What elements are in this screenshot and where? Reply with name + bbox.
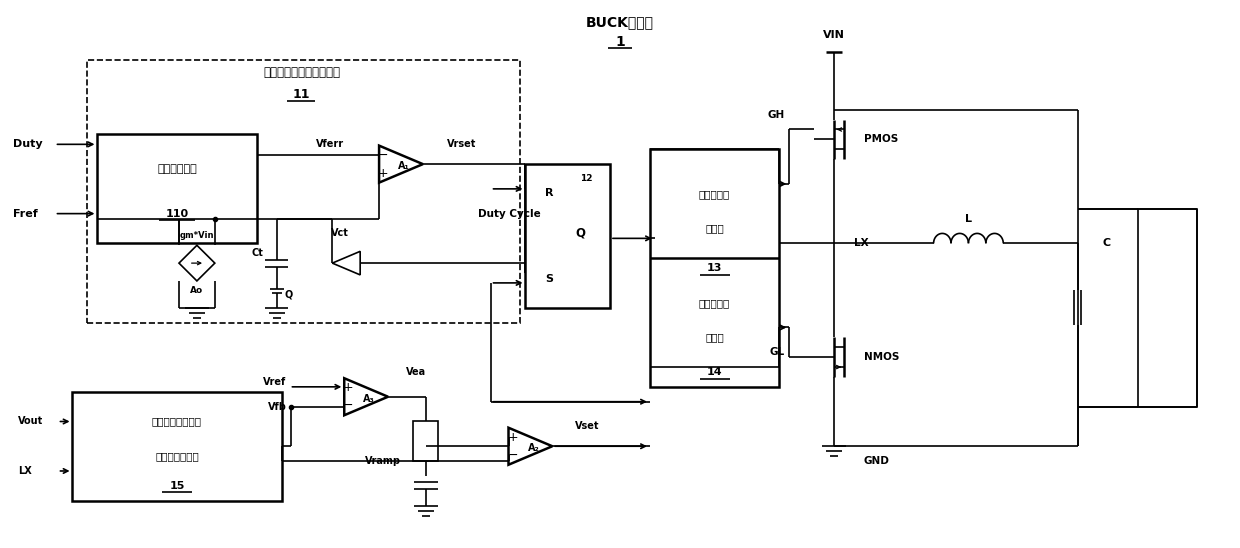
Text: −: − [507,449,518,461]
Text: 动电路: 动电路 [706,332,724,342]
Text: A₁: A₁ [398,161,410,171]
Text: +: + [378,167,388,180]
Text: 15: 15 [170,481,185,491]
Bar [72,392,281,501]
Text: Ao: Ao [191,286,203,295]
Bar [1137,209,1198,407]
Text: Vset: Vset [575,421,600,431]
Text: Vref: Vref [263,377,286,387]
Text: 12: 12 [580,174,593,183]
Text: NMOS: NMOS [864,352,899,362]
Bar [413,421,438,461]
Text: 步锯齿产生电路: 步锯齿产生电路 [155,451,198,461]
Text: Vea: Vea [405,367,427,377]
Text: S: S [546,274,553,284]
Text: −: − [343,399,353,412]
Text: 110: 110 [165,209,188,219]
Bar [526,164,610,307]
Text: A₃: A₃ [363,393,374,404]
Text: 锁频控制电路: 锁频控制电路 [157,164,197,174]
Text: Duty: Duty [12,139,42,149]
Text: Vct: Vct [331,229,350,238]
Text: Vferr: Vferr [316,139,345,149]
Text: Ct: Ct [252,248,264,258]
Text: Q: Q [575,226,585,239]
Text: Q: Q [284,290,293,300]
Text: 功率开关驱: 功率开关驱 [699,298,730,308]
Text: VIN: VIN [823,31,844,41]
Text: R: R [544,188,553,198]
Text: GND: GND [864,456,890,466]
Text: −: − [378,149,388,162]
Text: PMOS: PMOS [864,134,898,144]
Text: GL: GL [769,347,784,357]
Bar [650,149,779,387]
Text: LX: LX [17,466,31,476]
Text: 1: 1 [615,36,625,49]
Text: Duty Cycle: Duty Cycle [477,209,541,219]
Text: 14: 14 [707,367,723,377]
Text: 闭环控制逻: 闭环控制逻 [699,189,730,199]
Bar [87,60,521,323]
Text: +: + [507,431,518,444]
Text: A₂: A₂ [527,443,539,453]
Text: Vramp: Vramp [365,456,401,466]
Text: C: C [1102,238,1111,248]
Text: Vfb: Vfb [268,402,286,412]
Text: +: + [343,381,353,395]
Text: Vout: Vout [17,416,43,426]
Text: GH: GH [768,110,784,119]
Text: 辑电路: 辑电路 [706,224,724,233]
Bar [98,134,257,243]
Text: 11: 11 [293,88,310,101]
Text: BUCK变换器: BUCK变换器 [587,15,653,30]
Text: 自适应导通时间产生电路: 自适应导通时间产生电路 [263,66,340,78]
Text: L: L [965,214,972,224]
Text: 13: 13 [707,263,722,273]
Text: 输出电压采样和同: 输出电压采样和同 [153,416,202,426]
Text: Fref: Fref [12,209,37,219]
Text: LX: LX [854,238,868,248]
Text: Vrset: Vrset [446,139,476,149]
Text: gm*Vin: gm*Vin [180,231,215,240]
